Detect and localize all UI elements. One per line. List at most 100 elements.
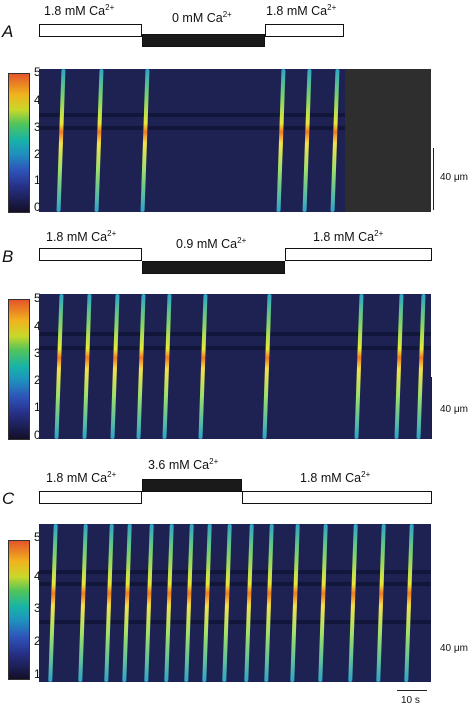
- solution-conc: 0.9 mM Ca: [176, 237, 238, 252]
- calcium-transient-streak: [140, 69, 150, 212]
- solution-label: 0.9 mM Ca2+: [176, 236, 246, 251]
- solution-label: 3.6 mM Ca2+: [148, 457, 218, 472]
- solution-bar: [265, 24, 344, 37]
- solution-sup: 2+: [222, 10, 232, 19]
- colorbar-tick: 2: [34, 634, 41, 648]
- scale-label: 40 μm: [440, 643, 468, 654]
- solution-conc: 1.8 mM Ca: [266, 4, 328, 19]
- time-scale-bar: [397, 690, 427, 691]
- calcium-transient-streak: [276, 69, 286, 212]
- scale-label: 40 μm: [440, 172, 468, 183]
- calcium-transient-streak: [56, 69, 66, 212]
- calcium-transient-streak: [244, 524, 254, 682]
- solution-sup: 2+: [105, 3, 115, 12]
- calcium-transient-streak: [262, 294, 272, 439]
- solution-conc: 1.8 mM Ca: [46, 230, 108, 245]
- calcium-transient-streak: [376, 524, 386, 682]
- solution-bar: [242, 491, 432, 504]
- solution-label: 1.8 mM Ca2+: [313, 229, 383, 244]
- colorbar-tick: 4: [34, 569, 41, 583]
- calcium-transient-streak: [354, 294, 364, 439]
- solution-sup: 2+: [237, 236, 247, 245]
- colorbar-tick: 0: [34, 428, 41, 442]
- solution-bar-test: [142, 261, 285, 274]
- panel-letter: C: [2, 489, 15, 508]
- calcium-transient-streak: [404, 524, 414, 682]
- solution-conc: 1.8 mM Ca: [44, 4, 106, 19]
- calcium-transient-streak: [144, 524, 154, 682]
- solution-bar: [39, 491, 142, 504]
- solution-sup: 2+: [107, 229, 117, 238]
- colorbar-tick: 5: [34, 65, 41, 79]
- solution-conc: 1.8 mM Ca: [300, 471, 362, 486]
- calcium-transient-streak: [104, 524, 114, 682]
- calcium-transient-streak: [110, 294, 120, 439]
- solution-bar-test: [142, 34, 265, 47]
- linescan-image: [39, 294, 431, 439]
- calcium-transient-streak: [302, 69, 312, 212]
- colorbar-tick: 3: [34, 601, 41, 615]
- linescan-image: [39, 524, 431, 682]
- colorbar-tick: 2: [34, 147, 41, 161]
- solution-bar: [285, 248, 432, 261]
- solution-sup: 2+: [361, 470, 371, 479]
- colorbar-tick: 0: [34, 200, 41, 214]
- solution-sup: 2+: [209, 457, 219, 466]
- calcium-transient-streak: [198, 294, 208, 439]
- calcium-transient-streak: [136, 294, 146, 439]
- colorbar-tick: 3: [34, 120, 41, 134]
- calcium-transient-streak: [184, 524, 194, 682]
- colorbar-tick: 1: [34, 173, 41, 187]
- calcium-transient-streak: [394, 294, 404, 439]
- calcium-transient-streak: [164, 524, 174, 682]
- calcium-transient-streak: [222, 524, 232, 682]
- solution-sup: 2+: [374, 229, 384, 238]
- solution-label: 1.8 mM Ca2+: [46, 229, 116, 244]
- colorbar-tick: 4: [34, 93, 41, 107]
- calcium-transient-streak: [318, 524, 328, 682]
- solution-label: 1.8 mM Ca2+: [266, 3, 336, 18]
- calcium-transient-streak: [78, 524, 88, 682]
- colorbar: [8, 299, 30, 440]
- calcium-transient-streak: [94, 69, 104, 212]
- solution-sup: 2+: [327, 3, 337, 12]
- colorbar-tick: 3: [34, 346, 41, 360]
- colorbar-tick: 5: [34, 291, 41, 305]
- linescan-image: [39, 69, 431, 212]
- image-stripe: [39, 113, 431, 117]
- calcium-transient-streak: [162, 294, 172, 439]
- colorbar: [8, 73, 30, 213]
- image-stripe: [39, 126, 431, 130]
- solution-label: 1.8 mM Ca2+: [44, 3, 114, 18]
- calcium-transient-streak: [48, 524, 58, 682]
- solution-conc: 0 mM Ca: [172, 11, 223, 26]
- colorbar-tick: 1: [34, 667, 41, 681]
- calcium-transient-streak: [202, 524, 212, 682]
- colorbar-tick: 5: [34, 530, 41, 544]
- calcium-transient-streak: [264, 524, 274, 682]
- calcium-transient-streak: [348, 524, 358, 682]
- image-stripe: [39, 346, 431, 350]
- colorbar: [8, 540, 30, 680]
- solution-bar: [39, 248, 142, 261]
- panel-letter: A: [2, 22, 14, 41]
- calcium-transient-streak: [290, 524, 300, 682]
- panel-letter: B: [2, 247, 14, 266]
- solution-label: 0 mM Ca2+: [172, 10, 232, 25]
- solution-conc: 1.8 mM Ca: [46, 471, 108, 486]
- solution-bar: [39, 24, 142, 37]
- time-scale-label: 10 s: [401, 695, 420, 706]
- calcium-transient-streak: [82, 294, 92, 439]
- calcium-transient-streak: [416, 294, 426, 439]
- image-stripe: [39, 570, 431, 574]
- solution-sup: 2+: [107, 470, 117, 479]
- solution-conc: 1.8 mM Ca: [313, 230, 375, 245]
- image-stripe: [39, 620, 431, 624]
- calcium-transient-streak: [122, 524, 132, 682]
- image-blank-region: [345, 69, 431, 212]
- solution-conc: 3.6 mM Ca: [148, 458, 210, 473]
- solution-label: 1.8 mM Ca2+: [46, 470, 116, 485]
- image-stripe: [39, 582, 431, 586]
- image-stripe: [39, 332, 431, 336]
- scale-bar: [431, 377, 432, 439]
